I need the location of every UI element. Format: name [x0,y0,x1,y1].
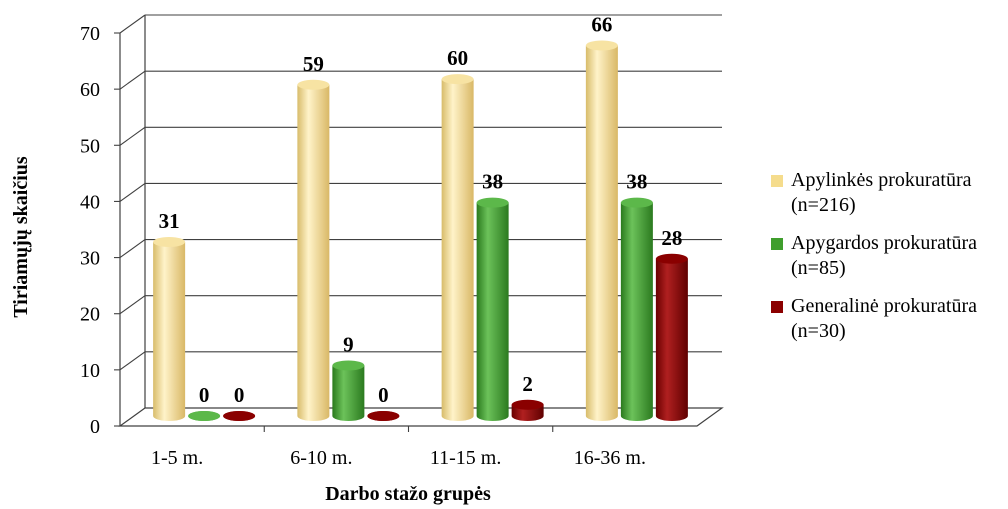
y-tick-label: 20 [80,304,100,326]
bar-top [188,411,221,421]
legend: Apylinkės prokuratūra (n=216) Apygardos … [771,168,1006,357]
bar-top [441,74,474,85]
bar-body [476,202,509,422]
bar [367,411,400,421]
bar-body [655,258,688,422]
bar [511,399,544,422]
bar-body [153,241,186,422]
y-axis-title: Tiriamųjų skaičius [10,156,32,318]
y-tick-label: 60 [80,79,100,101]
x-tick-labels: 1-5 m. 6-10 m. 11-15 m. 16-36 m. [151,426,646,469]
bar [297,79,330,422]
bar-body [441,79,474,422]
legend-swatch [771,238,783,250]
x-tick-label: 6-10 m. [290,447,352,469]
gridline-diagonal [119,14,146,34]
bar-top [655,253,688,264]
bar [620,197,653,422]
bar-top [585,40,618,51]
gridlines [119,14,722,371]
bar [332,360,365,422]
gridline-diagonal [119,239,146,259]
x-tick-label: 1-5 m. [151,447,203,469]
bar-body [585,45,618,422]
data-label: 0 [199,383,210,407]
data-label: 31 [159,209,180,233]
gridline-diagonal [119,351,146,371]
bar-top [297,79,330,90]
bars [153,40,688,422]
gridline-diagonal [119,70,146,90]
data-label: 59 [303,52,324,76]
y-tick-label: 70 [80,23,100,45]
bar-body [332,365,365,422]
bar-top [620,197,653,208]
legend-label: Generalinė prokuratūra (n=30) [791,295,978,342]
legend-label: Apylinkės prokuratūra (n=216) [791,169,972,216]
bar [655,253,688,422]
gridline-diagonal [119,182,146,202]
bar-top [367,411,400,421]
bar [476,197,509,422]
y-tick-label: 30 [80,248,100,270]
x-tick-label: 11-15 m. [430,447,501,469]
y-tick-labels: 0 10 20 30 40 50 60 70 [80,23,120,438]
y-tick-label: 10 [80,360,100,382]
data-label: 66 [591,12,612,36]
bar-top [332,360,365,371]
data-label: 2 [522,372,533,396]
bar [585,40,618,422]
legend-label: Apygardos prokuratūra (n=85) [791,232,978,279]
legend-item-apygardos: Apygardos prokuratūra (n=85) [771,231,1006,281]
bar-top [476,197,509,208]
bar-top [153,236,186,247]
data-label: 38 [482,170,503,194]
legend-swatch [771,301,783,313]
legend-item-generaline: Generalinė prokuratūra (n=30) [771,294,1006,344]
data-label: 38 [626,170,647,194]
bar [188,411,221,421]
bar [153,236,186,422]
gridline-diagonal [119,295,146,315]
bar [441,74,474,422]
y-tick-label: 40 [80,191,100,213]
x-axis-title: Darbo stažo grupės [325,483,491,505]
bar-body [297,84,330,422]
bar-body [620,202,653,422]
data-label: 0 [378,383,389,407]
y-tick-label: 0 [90,416,100,438]
legend-item-apylinkes: Apylinkės prokuratūra (n=216) [771,168,1006,218]
bar-top [511,399,544,410]
data-label: 9 [343,332,354,356]
bar [223,411,256,421]
legend-swatch [771,175,783,187]
data-label: 60 [447,46,468,70]
y-tick-label: 50 [80,135,100,157]
gridline-diagonal [119,126,146,146]
x-tick-label: 16-36 m. [574,447,646,469]
bar-top [223,411,256,421]
data-label: 0 [234,383,245,407]
data-label: 28 [661,226,682,250]
